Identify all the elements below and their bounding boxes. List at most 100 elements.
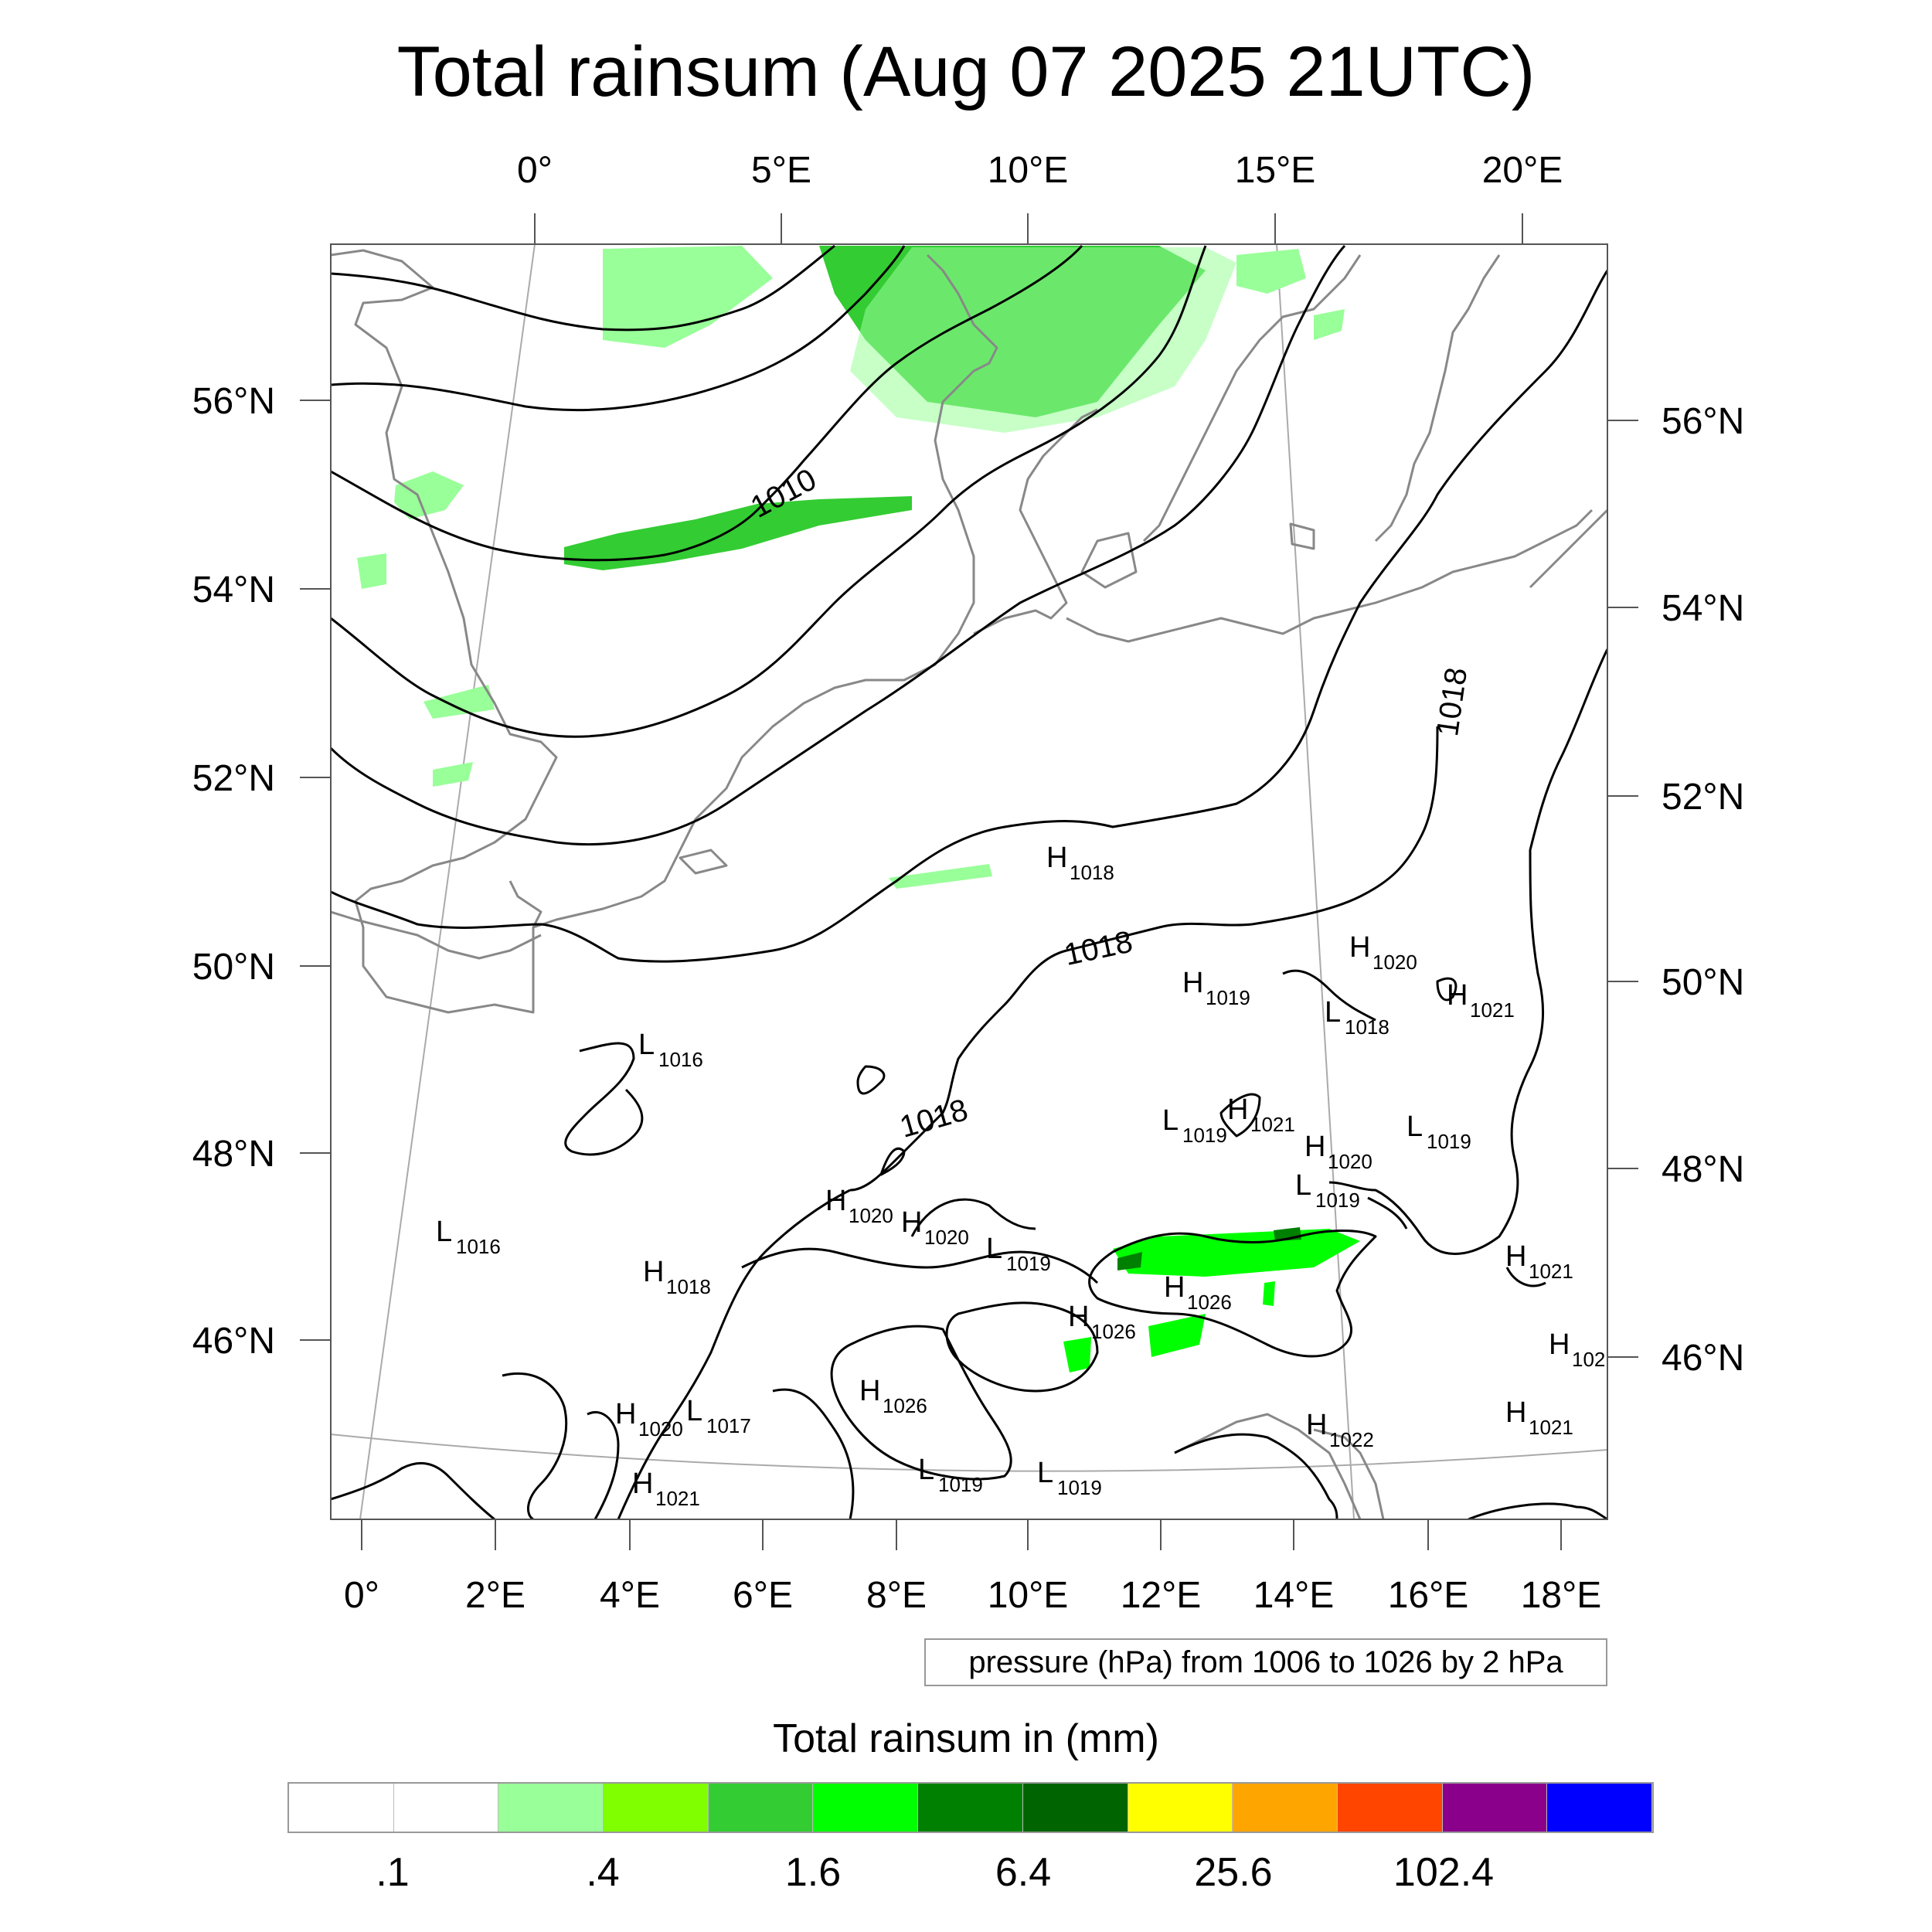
top-lon-labels: 0° 5°E 10°E 15°E 20°E (517, 150, 1563, 191)
isobar-labels: 1010 1018 1018 1018 (745, 462, 1474, 1145)
pressure-center-value: 1019 (1057, 1476, 1102, 1499)
pressure-center-value: 1021 (1529, 1416, 1573, 1439)
pressure-center-value: 1019 (1315, 1189, 1360, 1212)
pressure-center: H 1022 (1306, 1409, 1374, 1451)
pressure-center: H 1020 (901, 1206, 969, 1249)
rain-area (1117, 1252, 1142, 1270)
isobar-line (564, 1042, 644, 1156)
rain-area (564, 496, 912, 570)
isobar-line (331, 244, 1346, 846)
isobar-line (331, 244, 1083, 562)
colorbar-swatch (918, 1784, 1023, 1832)
pressure-center-value: 1026 (883, 1394, 927, 1417)
pressure-center-value: 1018 (1345, 1015, 1389, 1039)
tick-label: 4°E (600, 1575, 660, 1616)
pressure-center-type: L (638, 1029, 655, 1061)
pressure-center-value: 1016 (456, 1235, 501, 1258)
rain-area (433, 762, 473, 787)
isobar-line (331, 244, 835, 332)
coastline-sweden-east (1374, 254, 1501, 543)
tick-label: 18°E (1521, 1575, 1602, 1616)
pressure-center-value: 1018 (666, 1275, 711, 1298)
tick-label: 52°N (1662, 777, 1744, 818)
pressure-center: L 1019 (1295, 1169, 1360, 1212)
pressure-center: H 1021 (1505, 1396, 1573, 1439)
pressure-center-type: H (1505, 1396, 1526, 1429)
pressure-center-value: 1019 (938, 1473, 983, 1496)
pressure-center: L 1019 (986, 1233, 1051, 1275)
tick-label: 54°N (1662, 588, 1744, 629)
colorbar-label: 6.4 (995, 1850, 1052, 1895)
colorbar-swatch (498, 1784, 604, 1832)
pressure-center: H 1020 (1349, 931, 1417, 974)
tick-label: 50°N (1662, 962, 1744, 1003)
colorbar-swatch (1442, 1784, 1548, 1832)
colorbar-label: .4 (586, 1850, 620, 1895)
map-frame (330, 243, 1608, 1520)
pressure-center-value: 1020 (1328, 1150, 1372, 1173)
colorbar-label: 102.4 (1393, 1850, 1495, 1895)
pressure-center-type: L (1295, 1169, 1311, 1202)
coastline-baltic-east (1529, 509, 1607, 589)
pressure-center-value: 1026 (1091, 1320, 1136, 1343)
isobars (331, 244, 1607, 1519)
isobar-line (849, 726, 1439, 1192)
pressure-center-value: 1019 (1427, 1130, 1471, 1153)
pressure-center-value: 1020 (924, 1226, 969, 1249)
pressure-center: H 1020 (615, 1398, 683, 1440)
right-lat-labels: 56°N 54°N 52°N 50°N 48°N 46°N (1662, 401, 1744, 1379)
coastline-continent (532, 253, 998, 929)
rain-area (1314, 309, 1345, 340)
isobar-line (1282, 969, 1376, 1022)
pressure-center: L 1016 (638, 1029, 703, 1071)
tick-label: 50°N (192, 947, 275, 988)
isobar-line (617, 1189, 851, 1519)
tick-label: 52°N (192, 758, 275, 799)
isobar-line (1219, 1093, 1261, 1138)
coastline-adriatic (1313, 1428, 1385, 1519)
pressure-center-type: H (1306, 1409, 1327, 1441)
isobar-label: 1018 (896, 1093, 972, 1145)
pressure-center-type: H (1182, 967, 1203, 999)
left-lat-labels: 56°N 54°N 52°N 50°N 48°N 46°N (192, 381, 275, 1362)
rain-area (850, 247, 1236, 433)
rain-area (423, 685, 495, 719)
tick-label: 48°N (192, 1134, 275, 1175)
colorbar-swatch (289, 1784, 394, 1832)
pressure-center: L 1019 (1037, 1457, 1102, 1499)
graticule-lines (331, 244, 1607, 1519)
pressure-center-type: H (901, 1206, 922, 1239)
tick-label: 20°E (1482, 150, 1563, 191)
coastline-island (1080, 532, 1138, 589)
tick-label: 0° (344, 1575, 379, 1616)
isobar-line (1468, 1502, 1607, 1519)
pressure-center-type: H (1505, 1240, 1526, 1273)
rain-area (1236, 249, 1306, 294)
pressure-center: L 1019 (918, 1454, 983, 1496)
pressure-center: H 1021 (632, 1468, 700, 1510)
tick-label: 16°E (1388, 1575, 1469, 1616)
colorbar-title: Total rainsum in (mm) (773, 1716, 1159, 1761)
pressure-center-type: H (1549, 1328, 1570, 1361)
tick-label: 48°N (1662, 1149, 1744, 1190)
isobar-line (502, 1372, 568, 1519)
tick-label: 10°E (988, 150, 1069, 191)
coastlines (331, 249, 1607, 1519)
tick-label: 54°N (192, 570, 275, 611)
pressure-center-type: H (859, 1375, 880, 1407)
isobar-line (772, 1388, 855, 1519)
rain-area (394, 471, 464, 519)
isobar-line (910, 1198, 1036, 1237)
pressure-center-value: 1020 (638, 1417, 683, 1440)
colorbar-label: 1.6 (784, 1850, 842, 1895)
colorbar-swatch (1337, 1784, 1443, 1832)
pressure-center: H 1026 (1068, 1301, 1136, 1343)
tick-label: 15°E (1235, 150, 1316, 191)
isobar-line (1174, 1433, 1338, 1519)
coastline-france (331, 910, 542, 960)
pressure-center-value: 1019 (1006, 1252, 1051, 1275)
pressure-centers: H 1018 H 1020 H 1019 L 1018 H 1021 L 1016 L 101… (436, 842, 1605, 1510)
pressure-center-type: L (986, 1233, 1002, 1265)
colorbar-swatch (1128, 1784, 1233, 1832)
